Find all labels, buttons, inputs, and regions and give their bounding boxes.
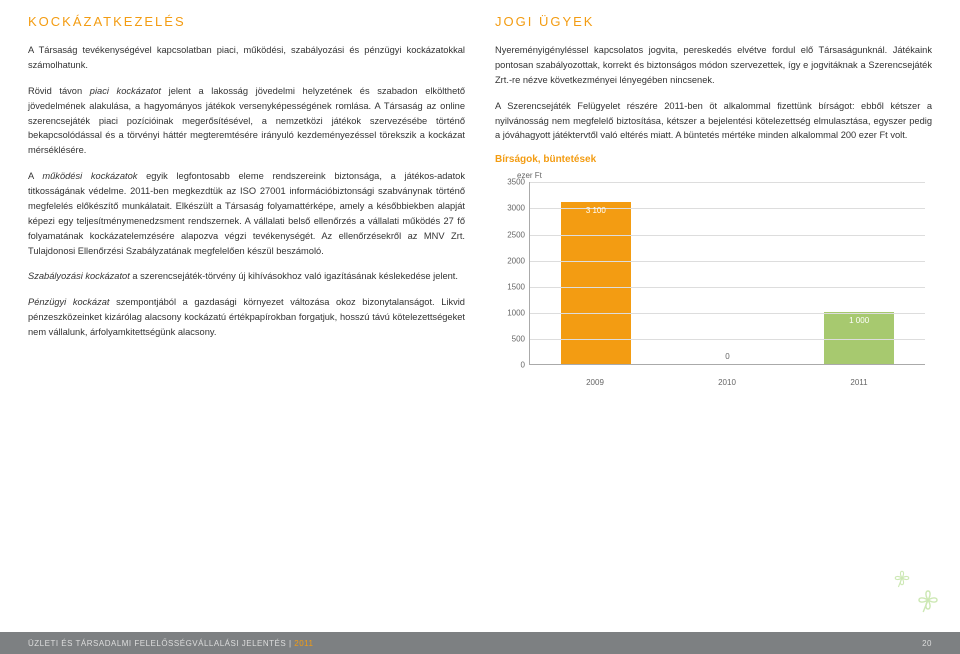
chart-gridline <box>530 339 925 340</box>
chart-gridline <box>530 287 925 288</box>
left-column: KOCKÁZATKEZELÉS A Társaság tevékenységév… <box>28 14 465 387</box>
chart-xtick-label: 2009 <box>560 378 630 387</box>
chart-xtick-label: 2010 <box>692 378 762 387</box>
chart-gridline <box>530 261 925 262</box>
em-piaci: piaci kockázatot <box>90 86 161 96</box>
chart-ytick-label: 3000 <box>495 204 525 213</box>
para-piaci: Rövid távon piaci kockázatot jelent a la… <box>28 84 465 158</box>
page-body: KOCKÁZATKEZELÉS A Társaság tevékenységév… <box>0 0 960 387</box>
chart-xlabels: 2009 2010 2011 <box>529 373 925 387</box>
em-szabalyozasi: Szabályozási kockázatot <box>28 271 130 281</box>
footer-page-number: 20 <box>922 639 932 648</box>
em-penzugyi: Pénzügyi kockázat <box>28 297 110 307</box>
chart-ytick-label: 1500 <box>495 282 525 291</box>
footer-title: ÜZLETI ÉS TÁRSADALMI FELELŐSSÉGVÁLLALÁSI… <box>28 639 286 648</box>
chart-ytick-label: 0 <box>495 361 525 370</box>
para-szabalyozasi: Szabályozási kockázatot a szerencsejáték… <box>28 269 465 284</box>
right-heading: JOGI ÜGYEK <box>495 14 932 29</box>
text: jelent a lakosság jövedelmi helyzetének … <box>28 86 465 156</box>
para-mukodesi: A működési kockázatok egyik legfontosabb… <box>28 169 465 258</box>
right-column: JOGI ÜGYEK Nyereményigényléssel kapcsola… <box>495 14 932 387</box>
chart-ytick-label: 2500 <box>495 230 525 239</box>
text: Rövid távon <box>28 86 90 96</box>
chart-title: Bírságok, büntetések <box>495 154 932 165</box>
chart-gridline <box>530 182 925 183</box>
chart-ytick-label: 500 <box>495 335 525 344</box>
chart-gridline <box>530 313 925 314</box>
text: egyik legfontosabb eleme rendszereink bi… <box>28 171 465 255</box>
para-jogi-1: Nyereményigényléssel kapcsolatos jogvita… <box>495 43 932 88</box>
chart-bar-value-label: 0 <box>725 352 729 361</box>
para-jogi-2: A Szerencsejáték Felügyelet részére 2011… <box>495 99 932 144</box>
footer-year: 2011 <box>294 639 313 648</box>
chart-xtick-label: 2011 <box>824 378 894 387</box>
text: a szerencsejáték-törvény új kihívásokhoz… <box>130 271 458 281</box>
left-heading: KOCKÁZATKEZELÉS <box>28 14 465 29</box>
chart-ytick-label: 1000 <box>495 308 525 317</box>
penalties-bar-chart: 3 10001 000 0500100015002000250030003500… <box>495 182 925 387</box>
chart-ytick-label: 3500 <box>495 178 525 187</box>
text: A <box>28 171 42 181</box>
page-footer: ÜZLETI ÉS TÁRSADALMI FELELŐSSÉGVÁLLALÁSI… <box>0 632 960 654</box>
para-intro: A Társaság tevékenységével kapcsolatban … <box>28 43 465 73</box>
chart-bar-value-label: 3 100 <box>561 206 631 215</box>
em-mukodesi: működési kockázatok <box>42 171 137 181</box>
chart-bars: 3 100 0 1 000 <box>530 182 925 364</box>
chart-unit: ezer Ft <box>517 171 932 180</box>
chart-bar-group: 1 000 <box>824 182 894 364</box>
para-penzugyi: Pénzügyi kockázat szempontjából a gazdas… <box>28 295 465 340</box>
chart-plot-area: 3 100 0 1 000 <box>529 182 925 365</box>
chart-bar-group: 0 <box>692 182 762 364</box>
chart-ytick-label: 2000 <box>495 256 525 265</box>
chart-bar-group: 3 100 <box>561 182 631 364</box>
footer-left: ÜZLETI ÉS TÁRSADALMI FELELŐSSÉGVÁLLALÁSI… <box>28 639 313 648</box>
clover-decoration <box>882 560 952 630</box>
chart-gridline <box>530 235 925 236</box>
chart-bar-value-label: 1 000 <box>824 316 894 325</box>
